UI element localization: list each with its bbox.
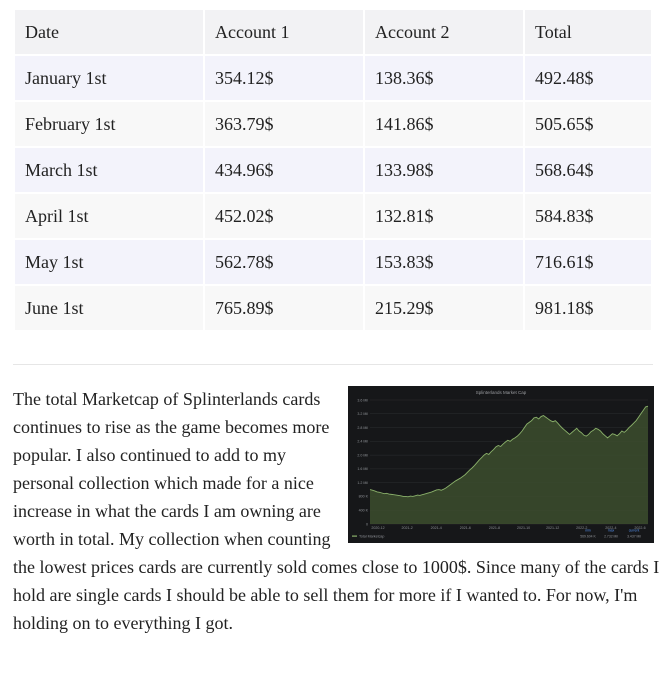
cell-account-1: 363.79$ — [205, 102, 363, 146]
cell-account-1: 434.96$ — [205, 148, 363, 192]
cell-account-1: 354.12$ — [205, 56, 363, 100]
market-cap-line — [369, 405, 649, 498]
divider — [13, 364, 653, 365]
cell-total: 584.83$ — [525, 194, 651, 238]
header-account-2: Account 2 — [365, 10, 523, 54]
table-row: April 1st 452.02$ 132.81$ 584.83$ — [15, 194, 651, 238]
table-row: January 1st 354.12$ 138.36$ 492.48$ — [15, 56, 651, 100]
legend-label: Total Marketcap — [359, 534, 384, 538]
table-row: June 1st 765.89$ 215.29$ 981.18$ — [15, 286, 651, 330]
cell-date: May 1st — [15, 240, 203, 284]
cell-total: 716.61$ — [525, 240, 651, 284]
header-account-1: Account 1 — [205, 10, 363, 54]
y-tick-label: 3.6 Mil — [357, 398, 368, 402]
table-row: March 1st 434.96$ 133.98$ 568.64$ — [15, 148, 651, 192]
y-tick-label: 1.2 Mil — [357, 481, 368, 485]
cell-date: June 1st — [15, 286, 203, 330]
cell-account-2: 141.86$ — [365, 102, 523, 146]
x-tick-label: 2021-10 — [517, 526, 530, 530]
cell-account-2: 133.98$ — [365, 148, 523, 192]
x-tick-label: 2020-12 — [371, 526, 384, 530]
legend-swatch — [352, 535, 357, 537]
x-tick-label: 2021-12 — [546, 526, 559, 530]
y-tick-label: 400 K — [359, 509, 369, 513]
table-body: January 1st 354.12$ 138.36$ 492.48$ Febr… — [15, 56, 651, 330]
cell-account-1: 765.89$ — [205, 286, 363, 330]
header-total: Total — [525, 10, 651, 54]
header-date: Date — [15, 10, 203, 54]
y-tick-label: 2.4 Mil — [357, 440, 368, 444]
cell-total: 568.64$ — [525, 148, 651, 192]
cell-date: January 1st — [15, 56, 203, 100]
footer-stat-label: min — [585, 529, 591, 533]
cell-date: April 1st — [15, 194, 203, 238]
footer-stat-value: 569.604 K — [580, 534, 596, 538]
collection-paragraph: The total Marketcap of Splinterlands car… — [13, 385, 661, 637]
x-tick-label: 2021-4 — [431, 526, 442, 530]
market-cap-chart-image: 3.6 Mil 3.2 Mil 2.8 Mil 2.4 Mil 2.0 Mil 1.6 M… — [348, 386, 654, 543]
table-row: May 1st 562.78$ 153.83$ 716.61$ — [15, 240, 651, 284]
y-tick-label: 3.2 Mil — [357, 412, 368, 416]
footer-stat-value: 3.437 Mil — [627, 534, 641, 538]
cell-date: February 1st — [15, 102, 203, 146]
market-cap-chart-svg: 3.6 Mil 3.2 Mil 2.8 Mil 2.4 Mil 2.0 Mil 1.6 M… — [352, 390, 649, 538]
footer-stat-label: current — [629, 529, 640, 533]
x-tick-label: 2022-6 — [634, 526, 645, 530]
paragraph-text: The total Marketcap of Splinterlands car… — [13, 389, 660, 633]
balances-table: Date Account 1 Account 2 Total January 1… — [13, 8, 653, 332]
y-tick-label: 0 — [366, 522, 368, 526]
y-tick-label: 2.8 Mil — [357, 426, 368, 430]
cell-date: March 1st — [15, 148, 203, 192]
footer-stat-value: 2.732 Mil — [604, 534, 618, 538]
header-row: Date Account 1 Account 2 Total — [15, 10, 651, 54]
cell-total: 505.65$ — [525, 102, 651, 146]
cell-account-2: 153.83$ — [365, 240, 523, 284]
cell-total: 981.18$ — [525, 286, 651, 330]
table-row: February 1st 363.79$ 141.86$ 505.65$ — [15, 102, 651, 146]
chart-float-space — [349, 385, 661, 551]
y-tick-label: 2.0 Mil — [357, 453, 368, 457]
x-tick-label: 2021-6 — [460, 526, 471, 530]
y-tick-label: 1.6 Mil — [357, 467, 368, 471]
cell-total: 492.48$ — [525, 56, 651, 100]
table-header: Date Account 1 Account 2 Total — [15, 10, 651, 54]
x-tick-label: 2022-4 — [605, 526, 616, 530]
y-tick-label: 800 K — [359, 495, 369, 499]
cell-account-1: 452.02$ — [205, 194, 363, 238]
x-tick-label: 2021-2 — [402, 526, 413, 530]
cell-account-2: 132.81$ — [365, 194, 523, 238]
cell-account-2: 138.36$ — [365, 56, 523, 100]
market-cap-area — [370, 406, 648, 524]
chart-title: Splinterlands Market Cap — [476, 390, 527, 395]
cell-account-1: 562.78$ — [205, 240, 363, 284]
cell-account-2: 215.29$ — [365, 286, 523, 330]
x-tick-label: 2021-8 — [489, 526, 500, 530]
footer-stat-label: max — [608, 529, 615, 533]
x-tick-label: 2022-2 — [576, 526, 587, 530]
